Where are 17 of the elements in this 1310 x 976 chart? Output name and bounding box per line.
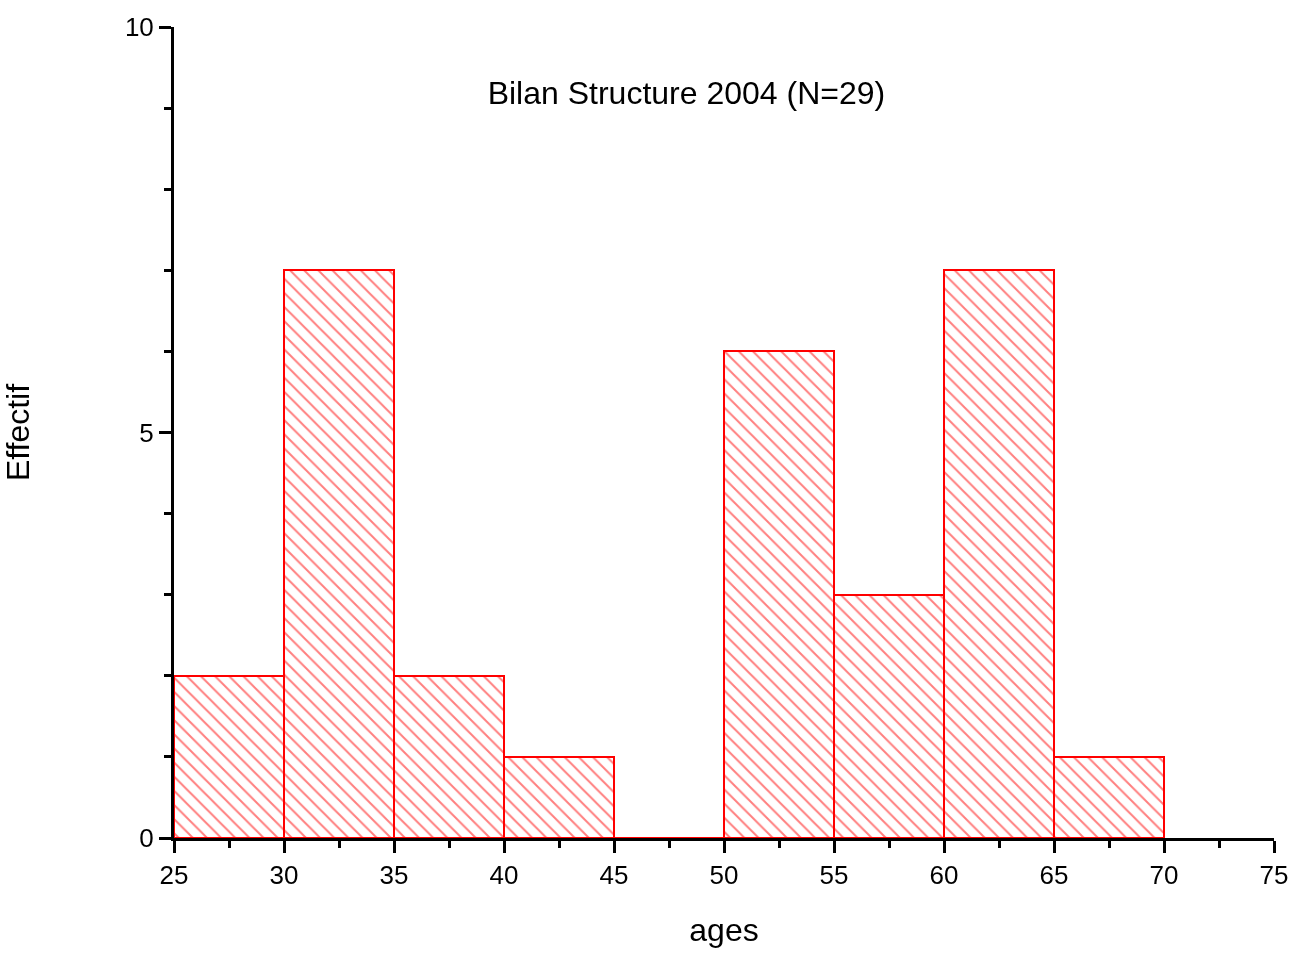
y-tick-label: 10: [124, 12, 154, 43]
x-tick-label: 65: [1039, 860, 1069, 891]
x-tick-label: 70: [1149, 860, 1179, 891]
x-tick-label: 35: [379, 860, 409, 891]
x-tick-label: 25: [159, 860, 189, 891]
x-tick-label: 50: [709, 860, 739, 891]
text: Bilan Structure 2004 (N=29): [487, 74, 886, 111]
x-tick-label: 55: [819, 860, 849, 891]
x-tick-label: 30: [269, 860, 299, 891]
y-tick-label: 5: [139, 417, 154, 448]
x-tick-label: 75: [1259, 860, 1289, 891]
x-tick-label: 40: [489, 860, 519, 891]
y-axis-title: Effectif: [0, 383, 36, 482]
y-tick-label: 0: [139, 823, 154, 854]
x-tick-label: 45: [599, 860, 629, 891]
x-axis-title: ages: [689, 912, 759, 949]
x-tick-label: 60: [929, 860, 959, 891]
